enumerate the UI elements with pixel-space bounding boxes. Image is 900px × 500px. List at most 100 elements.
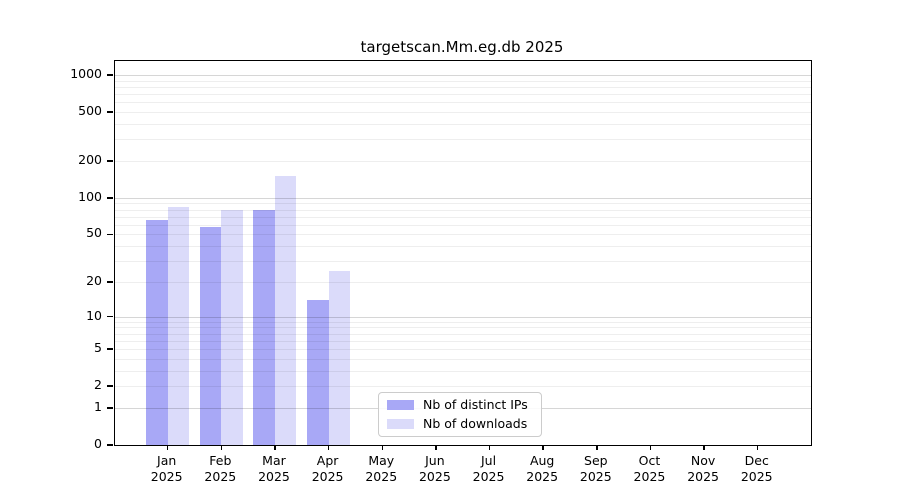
bar-ips-apr	[307, 299, 329, 445]
minor-gridline	[115, 209, 811, 211]
minor-gridline	[115, 94, 811, 96]
major-gridline	[115, 197, 811, 199]
x-tick-month: Mar	[262, 453, 286, 468]
x-tick-month: Jul	[480, 453, 497, 468]
y-tick-label: 5	[94, 340, 102, 356]
x-tick-mark	[596, 445, 598, 450]
y-tick-label: 20	[86, 272, 102, 288]
y-tick-label: 500	[78, 103, 102, 119]
y-tick-label: 100	[78, 188, 102, 204]
x-tick-label: Dec 2025	[729, 453, 785, 484]
x-tick-year: 2025	[633, 468, 666, 484]
y-tick-mark	[107, 197, 113, 199]
x-tick-mark	[220, 445, 223, 450]
x-tick-mark	[435, 445, 437, 450]
x-tick-mark	[703, 445, 705, 450]
x-tick-month: May	[368, 453, 395, 468]
y-tick-label: 10	[86, 307, 102, 323]
x-tick-year: 2025	[204, 468, 237, 484]
x-tick-month: Dec	[744, 453, 769, 468]
y-tick-mark	[107, 444, 113, 446]
minor-gridline	[115, 161, 811, 162]
x-tick-label: Aug 2025	[514, 453, 570, 484]
plot-area	[107, 60, 812, 450]
minor-gridline	[115, 327, 811, 329]
minor-gridline	[115, 112, 811, 114]
minor-gridline	[115, 386, 811, 388]
y-tick-label: 0	[94, 436, 102, 451]
chart-title: targetscan.Mm.eg.db 2025	[360, 38, 564, 56]
x-tick-year: 2025	[579, 468, 612, 484]
bar-ips-feb	[199, 226, 222, 445]
legend-label: Nb of distinct IPs	[423, 397, 528, 412]
minor-gridline	[115, 102, 811, 104]
x-tick-label: Oct 2025	[621, 453, 677, 484]
x-tick-mark	[274, 445, 276, 450]
minor-gridline	[115, 139, 811, 141]
bar-ips-mar	[253, 209, 275, 445]
x-tick-month: Jun	[425, 453, 445, 468]
minor-gridline	[115, 281, 811, 283]
x-tick-year: 2025	[365, 468, 398, 484]
minor-gridline	[115, 340, 811, 342]
y-tick-label: 1000	[70, 66, 102, 82]
legend-item: Nb of distinct IPs	[387, 398, 541, 412]
x-tick-label: Jan 2025	[139, 453, 195, 484]
minor-gridline	[115, 86, 811, 88]
legend-swatch	[387, 400, 414, 410]
x-tick-month: Aug	[529, 453, 555, 468]
x-tick-label: Jul 2025	[461, 453, 517, 484]
y-tick-label: 2	[94, 377, 102, 393]
y-tick-label: 200	[78, 152, 102, 167]
x-tick-label: Apr 2025	[300, 453, 356, 484]
y-tick-mark	[107, 111, 113, 113]
x-tick-month: Jan	[157, 453, 177, 468]
x-tick-year: 2025	[740, 468, 773, 484]
x-tick-month: Feb	[209, 453, 232, 468]
x-tick-mark	[167, 445, 169, 450]
x-tick-year: 2025	[258, 468, 290, 484]
bar-downloads-mar	[274, 176, 297, 445]
major-gridline	[115, 316, 811, 318]
x-tick-mark	[488, 445, 491, 450]
bar-downloads-jan	[167, 207, 190, 445]
bar-ips-jan	[146, 219, 168, 445]
x-tick-mark	[649, 445, 652, 450]
minor-gridline	[115, 349, 811, 351]
x-tick-label: May 2025	[353, 453, 409, 484]
x-tick-label: Feb 2025	[192, 453, 248, 484]
major-gridline	[115, 75, 811, 77]
y-tick-mark	[107, 385, 113, 387]
minor-gridline	[115, 124, 811, 126]
y-tick-mark	[107, 233, 113, 236]
x-tick-year: 2025	[150, 468, 183, 484]
y-tick-label: 1	[94, 398, 102, 414]
y-tick-label: 50	[86, 225, 102, 241]
x-tick-year: 2025	[418, 468, 451, 484]
x-tick-month: Sep	[584, 453, 608, 468]
x-tick-month: Oct	[638, 453, 661, 468]
minor-gridline	[115, 246, 811, 248]
x-tick-label: Sep 2025	[568, 453, 624, 484]
x-tick-label: Nov 2025	[675, 453, 731, 484]
x-tick-mark	[327, 445, 330, 450]
minor-gridline	[115, 370, 811, 372]
x-tick-mark	[542, 445, 544, 450]
minor-gridline	[115, 203, 811, 205]
x-tick-mark	[757, 445, 759, 450]
legend-label: Nb of downloads	[423, 416, 528, 431]
y-tick-mark	[107, 74, 113, 76]
y-tick-mark	[107, 407, 113, 409]
minor-gridline	[115, 321, 811, 323]
x-tick-month: Nov	[690, 453, 716, 468]
y-tick-mark	[107, 315, 113, 318]
minor-gridline	[115, 216, 811, 218]
legend-item: Nb of downloads	[387, 417, 541, 431]
minor-gridline	[115, 80, 811, 82]
x-tick-mark	[381, 445, 383, 450]
minor-gridline	[115, 261, 811, 263]
bar-downloads-apr	[328, 270, 351, 445]
x-tick-year: 2025	[526, 468, 559, 484]
legend-swatch	[387, 419, 414, 429]
